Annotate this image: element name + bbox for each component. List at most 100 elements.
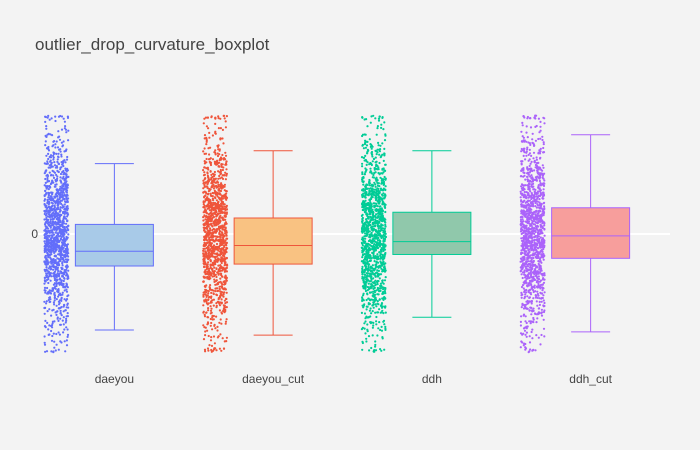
data-point bbox=[542, 299, 545, 302]
data-point bbox=[381, 203, 384, 206]
data-point bbox=[365, 305, 368, 308]
data-point bbox=[52, 217, 55, 220]
data-point bbox=[374, 283, 377, 286]
data-point bbox=[521, 135, 524, 138]
data-point bbox=[371, 240, 374, 244]
data-point bbox=[530, 160, 533, 163]
data-point bbox=[50, 156, 53, 159]
data-point bbox=[527, 260, 530, 263]
data-point bbox=[368, 230, 371, 233]
data-point bbox=[59, 201, 62, 204]
data-point bbox=[215, 267, 218, 271]
data-point bbox=[521, 341, 524, 344]
data-point bbox=[533, 198, 536, 201]
data-point bbox=[207, 349, 210, 352]
data-point bbox=[65, 288, 68, 291]
data-point bbox=[372, 273, 375, 276]
data-point bbox=[209, 339, 213, 342]
data-point bbox=[364, 263, 367, 266]
data-point bbox=[369, 193, 373, 196]
data-point bbox=[534, 296, 538, 299]
data-point bbox=[376, 241, 379, 244]
data-point bbox=[43, 198, 47, 201]
data-point bbox=[224, 230, 227, 233]
data-point bbox=[54, 115, 57, 118]
data-point bbox=[380, 126, 383, 129]
data-point bbox=[57, 295, 60, 298]
data-point bbox=[381, 270, 384, 273]
data-point bbox=[383, 230, 386, 233]
data-point bbox=[216, 300, 219, 303]
data-point bbox=[216, 154, 220, 158]
data-point bbox=[50, 165, 53, 168]
data-point bbox=[374, 237, 377, 240]
data-point bbox=[49, 260, 53, 263]
data-point bbox=[384, 225, 387, 228]
data-point bbox=[214, 204, 217, 207]
data-point bbox=[380, 247, 383, 250]
data-point bbox=[536, 200, 540, 203]
data-point bbox=[212, 180, 215, 183]
data-point bbox=[47, 114, 50, 117]
data-point bbox=[376, 302, 379, 305]
data-point bbox=[523, 190, 526, 194]
data-point bbox=[207, 181, 210, 184]
data-point bbox=[60, 279, 63, 282]
data-point bbox=[52, 245, 55, 248]
data-point bbox=[365, 337, 368, 340]
data-point bbox=[202, 179, 205, 182]
data-point bbox=[367, 297, 370, 300]
data-point bbox=[523, 329, 527, 332]
data-point bbox=[532, 151, 536, 154]
data-point bbox=[50, 262, 53, 265]
data-point bbox=[531, 239, 534, 242]
data-point bbox=[67, 252, 70, 255]
data-point bbox=[210, 311, 213, 314]
data-point bbox=[44, 289, 47, 292]
data-point bbox=[223, 203, 226, 206]
data-point bbox=[66, 220, 69, 223]
data-point bbox=[532, 157, 535, 160]
data-point bbox=[542, 255, 545, 258]
data-point bbox=[61, 163, 64, 166]
data-point bbox=[364, 192, 367, 195]
data-point bbox=[223, 250, 226, 253]
data-point bbox=[365, 144, 369, 147]
data-point bbox=[204, 218, 207, 221]
data-point bbox=[209, 188, 212, 191]
data-point bbox=[65, 268, 68, 271]
data-point bbox=[365, 118, 368, 121]
data-point bbox=[377, 191, 380, 194]
data-point bbox=[528, 335, 531, 338]
data-point bbox=[530, 192, 533, 195]
data-point bbox=[383, 121, 386, 124]
data-point bbox=[522, 213, 525, 216]
data-point bbox=[363, 253, 366, 256]
data-point bbox=[222, 309, 225, 313]
data-point bbox=[206, 294, 209, 297]
data-point bbox=[208, 158, 211, 161]
data-point bbox=[374, 267, 377, 270]
data-point bbox=[364, 317, 367, 320]
data-point bbox=[520, 130, 523, 133]
data-point bbox=[52, 247, 55, 250]
data-point bbox=[46, 185, 49, 188]
data-point bbox=[384, 210, 387, 214]
data-point bbox=[45, 302, 48, 305]
data-point bbox=[49, 300, 52, 303]
data-point bbox=[60, 296, 63, 299]
data-point bbox=[538, 237, 541, 240]
data-point bbox=[527, 268, 531, 271]
data-point bbox=[374, 185, 377, 188]
data-point bbox=[370, 257, 373, 260]
data-point bbox=[56, 218, 59, 221]
data-point bbox=[203, 313, 206, 316]
data-point bbox=[538, 260, 541, 263]
data-point bbox=[217, 298, 220, 301]
data-point bbox=[59, 180, 63, 183]
data-point bbox=[53, 299, 56, 302]
data-point bbox=[216, 145, 220, 148]
data-point bbox=[364, 141, 367, 144]
data-point bbox=[379, 328, 382, 332]
data-point bbox=[372, 324, 375, 327]
